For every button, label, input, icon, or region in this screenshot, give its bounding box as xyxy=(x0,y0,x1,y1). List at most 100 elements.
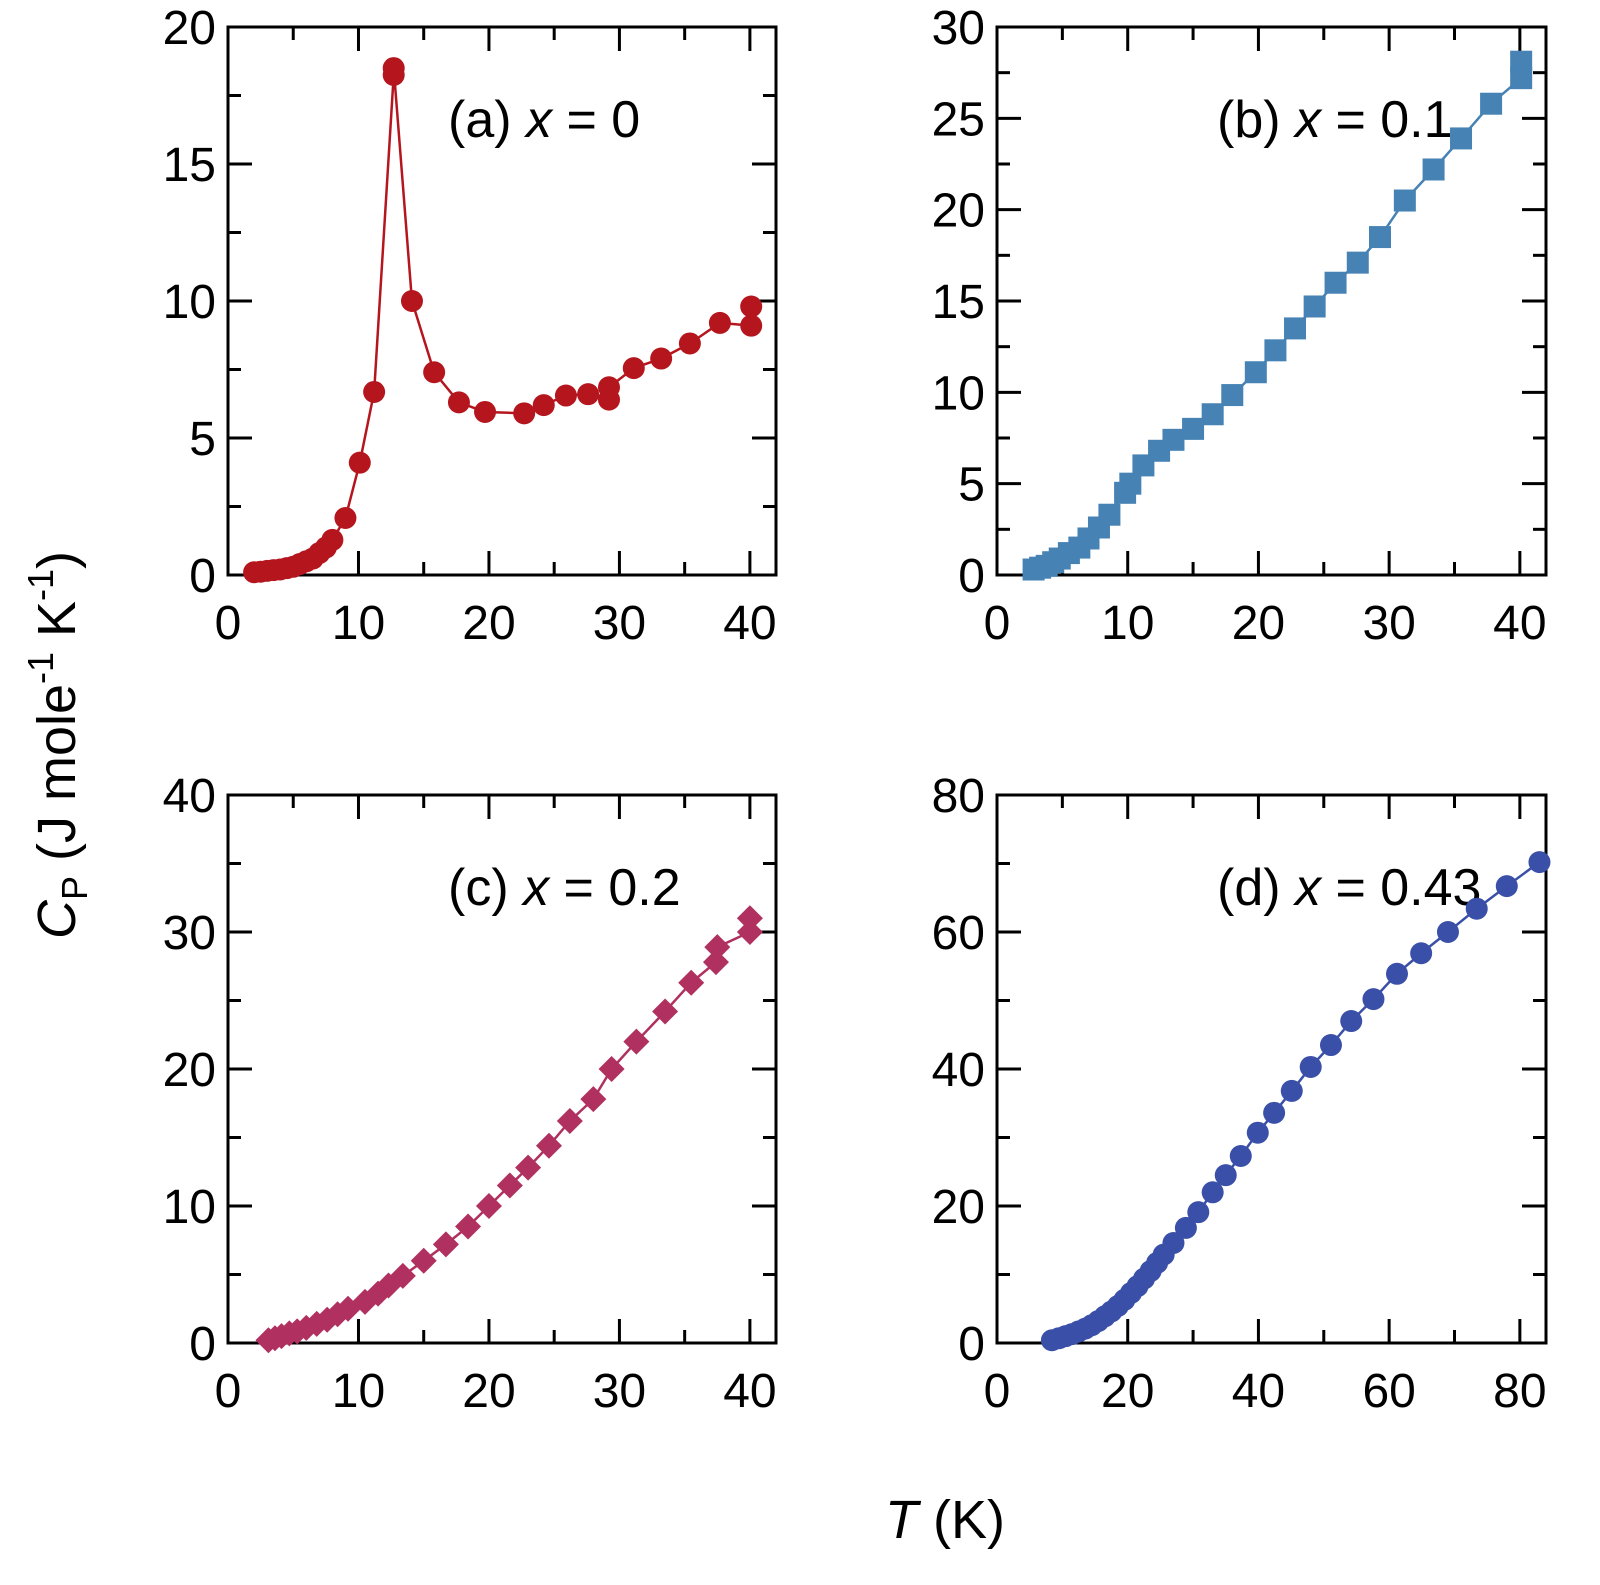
y-tick-label: 30 xyxy=(163,907,216,960)
data-point xyxy=(740,314,763,337)
data-point xyxy=(1201,403,1224,426)
data-point xyxy=(475,1193,502,1219)
data-point xyxy=(1284,317,1307,340)
data-point xyxy=(515,1154,542,1181)
data-point xyxy=(496,1172,523,1199)
y-tick-label: 0 xyxy=(189,550,216,603)
y-tick-label: 0 xyxy=(958,550,985,603)
data-point xyxy=(1340,1010,1363,1033)
plot-frame xyxy=(226,25,778,577)
data-point xyxy=(423,361,446,384)
y-tick-label: 0 xyxy=(189,1318,216,1371)
data-point xyxy=(1119,472,1142,495)
data-point xyxy=(740,295,763,318)
panel-annotation: (c) x = 0.2 xyxy=(448,859,681,917)
x-tick-label: 40 xyxy=(723,597,776,650)
y-tick-label: 5 xyxy=(189,413,216,466)
annotation-part: (a) xyxy=(448,91,526,149)
data-point xyxy=(1422,158,1445,181)
panel: 0 5 10 15 20 0 10 20 30 40 (a) x = 0 xyxy=(163,2,778,650)
plot-frame xyxy=(995,793,1548,1345)
data-point xyxy=(382,57,405,80)
data-point xyxy=(736,919,763,945)
x-tick-label: 20 xyxy=(1101,1365,1154,1418)
panel: 0 10 20 30 40 0 10 20 30 40 (c) x = 0.2 xyxy=(163,770,778,1418)
data-point xyxy=(513,402,536,425)
x-tick-label: 60 xyxy=(1362,1365,1415,1418)
y-tick-label: 10 xyxy=(163,276,216,329)
data-point xyxy=(1229,1144,1252,1167)
data-point xyxy=(1303,295,1326,318)
data-point xyxy=(554,384,577,407)
y-tick-label: 25 xyxy=(932,93,985,146)
annotation-part: (b) xyxy=(1217,91,1295,149)
data-point xyxy=(535,1132,562,1159)
data-point xyxy=(1280,1079,1303,1102)
data-point xyxy=(532,394,555,417)
data-point xyxy=(1495,875,1518,898)
annotation-part: (d) xyxy=(1217,859,1295,917)
x-tick-label: 40 xyxy=(723,1365,776,1418)
x-tick-label: 20 xyxy=(1232,597,1285,650)
data-point xyxy=(1436,921,1459,943)
data-point xyxy=(1246,1121,1269,1144)
data-point xyxy=(1098,503,1121,526)
plot-frame xyxy=(226,793,778,1345)
data-point xyxy=(1368,226,1391,249)
data-point xyxy=(678,969,705,996)
y-tick-label: 40 xyxy=(163,770,216,823)
panel-annotation: (d) x = 0.43 xyxy=(1217,859,1481,917)
x-label-symbol: T xyxy=(885,1490,922,1550)
data-point xyxy=(597,376,620,399)
data-point xyxy=(1450,127,1473,150)
data-point xyxy=(1410,942,1433,965)
x-label-unit: (K) xyxy=(918,1490,1005,1550)
data-point xyxy=(1162,428,1185,451)
plot-frame xyxy=(995,25,1548,577)
y-tick-label: 40 xyxy=(932,1044,985,1097)
data-point xyxy=(400,290,423,312)
data-point xyxy=(334,507,357,530)
x-tick-label: 0 xyxy=(984,1365,1011,1418)
y-label-subscript: P xyxy=(54,876,95,900)
data-point xyxy=(1174,1216,1197,1239)
y-label-unit: (J mole xyxy=(27,684,87,876)
data-point xyxy=(622,357,645,380)
annotation-part: x xyxy=(520,859,551,917)
x-tick-label: 0 xyxy=(215,1365,242,1418)
data-point xyxy=(650,347,673,370)
data-point xyxy=(1324,271,1347,294)
y-tick-label: 80 xyxy=(932,770,985,823)
y-label-symbol: C xyxy=(27,899,87,939)
data-point xyxy=(1319,1034,1342,1057)
data-point xyxy=(410,1247,437,1274)
data-point xyxy=(363,380,386,403)
data-point xyxy=(577,383,600,406)
x-tick-label: 20 xyxy=(462,1365,515,1418)
annotation-part: x xyxy=(523,91,554,149)
data-point xyxy=(455,1213,482,1240)
panel-annotation: (b) x = 0.1 xyxy=(1217,91,1453,149)
y-tick-label: 20 xyxy=(932,1181,985,1234)
data-point xyxy=(1385,962,1408,985)
x-tick-label: 10 xyxy=(332,597,385,650)
y-axis-label: CP (J mole-1 K-1) xyxy=(20,551,95,939)
y-tick-label: 15 xyxy=(163,139,216,192)
data-point xyxy=(1182,417,1205,440)
data-point xyxy=(474,400,497,423)
data-point xyxy=(702,949,729,976)
data-point xyxy=(708,311,731,334)
y-tick-label: 10 xyxy=(163,1181,216,1234)
x-tick-label: 30 xyxy=(593,597,646,650)
panel: 0 5 10 15 20 25 30 0 10 20 30 40 (b) x = 0.1 xyxy=(932,2,1548,650)
annotation-part: x xyxy=(1292,91,1323,149)
data-point xyxy=(1201,1181,1224,1204)
data-point xyxy=(1393,189,1416,212)
data-point xyxy=(556,1108,583,1135)
data-point xyxy=(598,1056,625,1082)
data-point xyxy=(348,451,371,474)
x-tick-label: 20 xyxy=(462,597,515,650)
x-axis-label: T (K) xyxy=(885,1490,1005,1550)
x-tick-label: 40 xyxy=(1232,1365,1285,1418)
data-point xyxy=(389,1262,416,1289)
